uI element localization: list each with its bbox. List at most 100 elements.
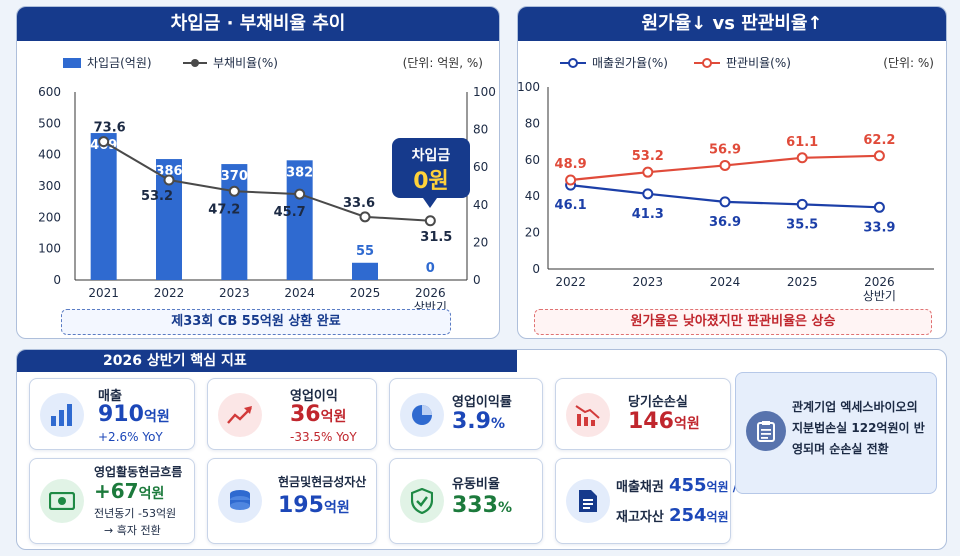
kpi-card-op-income: 영업이익 36억원 -33.5% YoY (207, 378, 377, 450)
debt-ratio-label: 31.5 (420, 230, 452, 245)
op-margin-label: 영업이익률 (452, 395, 512, 410)
coins-icon (218, 479, 262, 523)
legend-sga-marker (702, 58, 712, 68)
cost-ratio-label: 33.9 (863, 220, 895, 235)
ocf-label: 영업활동현금흐름 (94, 465, 183, 479)
receivables-value: 455 (668, 475, 707, 496)
sales-label: 매출 (98, 389, 122, 404)
y2-tick-label: 20 (473, 235, 488, 249)
debt-ratio-point (294, 188, 306, 200)
debt-bar-label: 382 (286, 165, 313, 180)
x-tick-label: 2025 (350, 286, 381, 300)
cost-panel-title: 원가율↓ vs 판관비율↑ (518, 7, 946, 41)
legend-ratio-label: 부채비율(%) (213, 56, 278, 70)
cash-unit: 억원 (323, 500, 350, 516)
sales-value: 910 (98, 402, 144, 427)
cost-ratio-point (642, 188, 654, 200)
y2-tick-label: 40 (473, 198, 488, 212)
debt-ratio-point (228, 185, 240, 197)
cost-ratio-label: 36.9 (709, 215, 741, 230)
cash-label: 현금및현금성자산 (278, 475, 367, 489)
cost-ratio-label: 41.3 (632, 207, 664, 222)
debt-ratio-point (359, 211, 371, 223)
callout-value: 0원 (413, 169, 449, 194)
ocf-value: +67 (94, 479, 139, 503)
op-income-unit: 억원 (320, 409, 347, 425)
debt-ratio-label: 33.6 (343, 196, 375, 211)
op-margin-value: 3.9 (452, 409, 491, 434)
debt-note: 제33회 CB 55억원 상환 완료 (61, 309, 451, 335)
current-ratio-unit: % (497, 500, 512, 516)
debt-ratio-label: 73.6 (94, 121, 126, 136)
current-ratio-value: 333 (452, 493, 498, 518)
cost-unit-label: (단위: %) (883, 56, 934, 70)
sga-ratio-point (796, 152, 808, 164)
kpi-card-sales: 매출 910억원 +2.6% YoY (29, 378, 195, 450)
debt-ratio-point (98, 136, 110, 148)
debt-bar-label: 370 (221, 169, 248, 184)
inventory-unit: 억원 (706, 510, 729, 524)
cost-ratio-point (873, 201, 885, 213)
legend-sga-label: 판관비율(%) (726, 56, 791, 70)
kpi-card-receivables: 매출채권 455억원 / 재고자산 254억원 (555, 458, 737, 544)
document-icon (566, 479, 610, 523)
sga-ratio-point (565, 174, 577, 186)
equity-loss-memo: 관계기업 엑세스바이오의 지분법손실 122억원이 반영되며 순손실 전환 (735, 372, 937, 494)
inventory-label: 재고자산 (616, 510, 664, 525)
cost-ratio-point (796, 198, 808, 210)
x-tick-label: 2022 (555, 275, 586, 289)
sga-ratio-point (642, 166, 654, 178)
debt-bar (286, 160, 313, 280)
kpi-panel: 2026 상반기 핵심 지표 매출 910억원 +2.6% YoY 영업이익 3… (16, 349, 947, 550)
cost-note: 원가율은 낮아졌지만 판관비율은 상승 (534, 309, 932, 335)
y-tick-label: 300 (38, 179, 61, 193)
clipboard-icon (746, 411, 786, 451)
debt-ratio-label: 53.2 (141, 189, 173, 204)
receivables-label: 매출채권 (616, 480, 664, 495)
cash-icon (40, 479, 84, 523)
sales-unit: 억원 (143, 409, 170, 425)
debt-ratio-label: 45.7 (274, 205, 306, 220)
kpi-card-cash: 현금및현금성자산 195억원 (207, 458, 377, 544)
y-tick-label: 40 (525, 189, 540, 203)
net-loss-label: 당기순손실 (628, 395, 688, 410)
debt-bar-label: 55 (356, 244, 374, 259)
net-loss-value: 146 (628, 409, 674, 434)
legend-debt-swatch (63, 58, 81, 68)
x-tick-label: 2024 (710, 275, 741, 289)
y-tick-label: 100 (38, 242, 61, 256)
kpi-card-net-loss: 당기순손실 146억원 (555, 378, 731, 450)
net-loss-unit: 억원 (673, 416, 700, 432)
receivables-unit: 억원 / (706, 480, 738, 494)
debt-panel-title: 차입금 · 부채비율 추이 (17, 7, 499, 41)
bar-chart-icon (40, 393, 84, 437)
cost-ratio-chart: 매출원가율(%) 판관비율(%) (단위: %) 0 20 40 60 80 100 202… (518, 56, 934, 303)
callout-title: 차입금 (412, 148, 451, 164)
cost-ratio-point (719, 196, 731, 208)
sga-ratio-label: 62.2 (863, 133, 895, 148)
op-income-value: 36 (290, 402, 321, 427)
legend-debt-label: 차입금(억원) (87, 56, 152, 70)
kpi-card-ocf: 영업활동현금흐름 +67억원 전년동기 -53억원 → 흑자 전환 (29, 458, 195, 544)
y-tick-label: 0 (53, 273, 61, 287)
y-tick-label: 600 (38, 85, 61, 99)
y2-tick-label: 0 (473, 273, 481, 287)
legend-ratio-marker (191, 59, 199, 67)
kpi-section-title: 2026 상반기 핵심 지표 (17, 350, 517, 372)
trend-down-icon (218, 393, 262, 437)
x-tick-label: 2026 상반기 (863, 275, 896, 303)
legend-cost-marker (568, 58, 578, 68)
shield-check-icon (400, 479, 444, 523)
sga-ratio-label: 53.2 (632, 149, 664, 164)
debt-bar (221, 164, 248, 280)
y-tick-label: 100 (518, 80, 540, 94)
debt-bar (352, 262, 378, 280)
sga-ratio-label: 48.9 (555, 157, 587, 172)
sga-ratio-point (719, 159, 731, 171)
op-income-yoy: -33.5% YoY (290, 430, 357, 444)
kpi-card-op-margin: 영업이익률 3.9% (389, 378, 543, 450)
cost-ratio-label: 35.5 (786, 217, 818, 232)
y2-tick-label: 80 (473, 123, 488, 137)
debt-ratio-point (424, 215, 436, 227)
pie-chart-icon (400, 393, 444, 437)
